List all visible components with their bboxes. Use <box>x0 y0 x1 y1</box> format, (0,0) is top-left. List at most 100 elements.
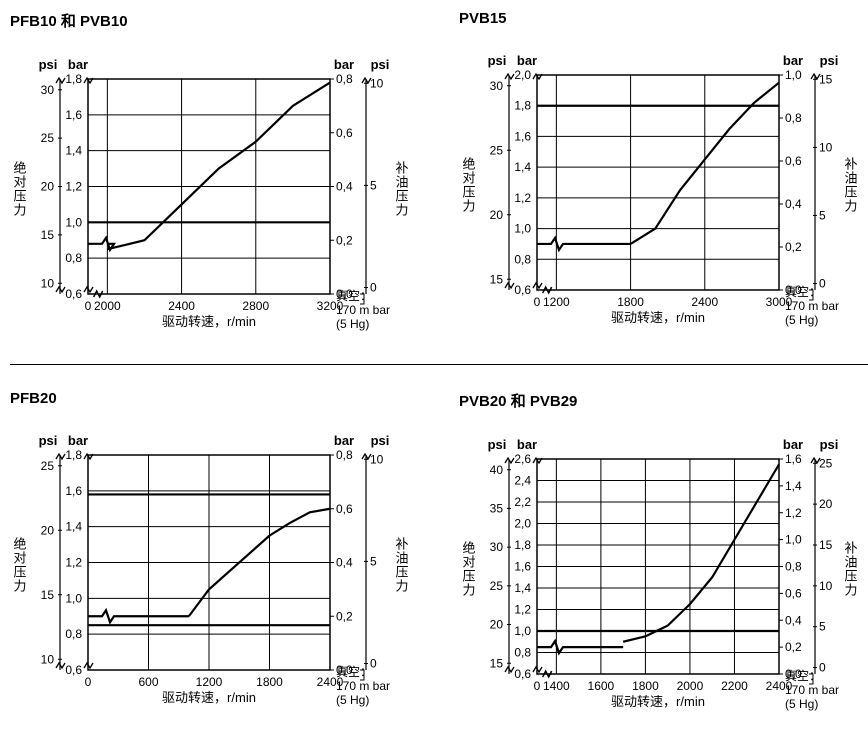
svg-text:25: 25 <box>490 143 504 157</box>
svg-text:170 m bar: 170 m bar <box>785 299 839 313</box>
svg-text:力: 力 <box>462 583 475 598</box>
svg-text:驱动转速，r/min: 驱动转速，r/min <box>611 310 705 325</box>
chart-pfb10-pvb10: PFB10 和 PVB1002000240028003200驱动转速，r/min… <box>10 10 429 339</box>
horizontal-divider <box>10 364 868 365</box>
svg-text:2400: 2400 <box>168 299 195 313</box>
svg-text:0: 0 <box>534 295 541 309</box>
svg-text:bar: bar <box>334 57 354 72</box>
svg-text:对: 对 <box>462 171 475 186</box>
svg-text:补: 补 <box>395 161 408 176</box>
svg-text:0,4: 0,4 <box>785 197 802 211</box>
svg-text:1,8: 1,8 <box>514 99 531 113</box>
svg-text:170 m bar: 170 m bar <box>336 679 390 693</box>
chart-svg: 0600120018002400驱动转速，r/min0,60,81,01,21,… <box>10 415 420 715</box>
svg-text:15: 15 <box>819 538 833 552</box>
svg-text:0: 0 <box>85 299 92 313</box>
chart-title: PFB10 和 PVB10 <box>10 10 429 31</box>
svg-text:力: 力 <box>844 583 857 598</box>
svg-text:0,8: 0,8 <box>785 560 802 574</box>
svg-text:20: 20 <box>41 180 55 194</box>
svg-text:0,6: 0,6 <box>65 287 82 301</box>
svg-text:绝: 绝 <box>462 157 475 172</box>
svg-text:10: 10 <box>370 452 384 466</box>
svg-text:40: 40 <box>490 463 504 477</box>
svg-text:压: 压 <box>395 189 408 204</box>
svg-text:0,6: 0,6 <box>65 663 82 677</box>
svg-text:25: 25 <box>41 459 55 473</box>
svg-text:1200: 1200 <box>543 295 570 309</box>
svg-text:真空：: 真空： <box>785 285 821 299</box>
svg-text:2000: 2000 <box>94 299 121 313</box>
svg-text:绝: 绝 <box>13 161 26 176</box>
svg-text:绝: 绝 <box>462 541 475 556</box>
svg-text:(5 Hg): (5 Hg) <box>336 693 369 707</box>
svg-text:1,4: 1,4 <box>65 144 82 158</box>
svg-text:补: 补 <box>395 537 408 552</box>
svg-text:0,2: 0,2 <box>785 240 802 254</box>
svg-text:补: 补 <box>844 541 857 556</box>
svg-text:1,2: 1,2 <box>65 556 82 570</box>
svg-text:bar: bar <box>783 437 803 452</box>
svg-text:2000: 2000 <box>677 679 704 693</box>
svg-text:0,2: 0,2 <box>336 609 353 623</box>
svg-text:psi: psi <box>488 53 507 68</box>
svg-text:5: 5 <box>819 208 826 222</box>
svg-text:1,8: 1,8 <box>65 72 82 86</box>
svg-text:对: 对 <box>13 551 26 566</box>
svg-text:压: 压 <box>395 565 408 580</box>
svg-text:补: 补 <box>844 157 857 172</box>
svg-text:1,4: 1,4 <box>65 520 82 534</box>
svg-text:2,0: 2,0 <box>514 517 531 531</box>
svg-text:1,6: 1,6 <box>65 484 82 498</box>
svg-text:170 m bar: 170 m bar <box>785 683 839 697</box>
svg-text:1,2: 1,2 <box>65 180 82 194</box>
svg-text:2,6: 2,6 <box>514 452 531 466</box>
svg-text:10: 10 <box>41 652 55 666</box>
svg-text:2,0: 2,0 <box>514 68 531 82</box>
svg-text:(5 Hg): (5 Hg) <box>785 697 818 711</box>
svg-text:0,6: 0,6 <box>785 154 802 168</box>
svg-text:1,0: 1,0 <box>65 591 82 605</box>
svg-text:真空：: 真空： <box>336 289 372 303</box>
svg-text:0,4: 0,4 <box>785 613 802 627</box>
svg-text:15: 15 <box>41 588 55 602</box>
chart-title: PVB15 <box>459 10 868 27</box>
svg-text:1,2: 1,2 <box>785 506 802 520</box>
svg-text:压: 压 <box>13 565 26 580</box>
svg-text:170 m bar: 170 m bar <box>336 303 390 317</box>
svg-text:psi: psi <box>371 433 390 448</box>
svg-text:2,4: 2,4 <box>514 474 531 488</box>
svg-text:1,6: 1,6 <box>785 452 802 466</box>
svg-text:0,8: 0,8 <box>785 111 802 125</box>
svg-text:0,6: 0,6 <box>336 126 353 140</box>
chart-grid: PFB10 和 PVB1002000240028003200驱动转速，r/min… <box>10 10 868 719</box>
svg-text:600: 600 <box>138 675 158 689</box>
svg-text:15: 15 <box>819 72 833 86</box>
svg-text:2200: 2200 <box>721 679 748 693</box>
svg-text:bar: bar <box>68 433 88 448</box>
svg-text:25: 25 <box>490 579 504 593</box>
svg-text:力: 力 <box>844 199 857 214</box>
svg-text:2800: 2800 <box>242 299 269 313</box>
svg-text:10: 10 <box>819 140 833 154</box>
chart-title: PFB20 <box>10 390 429 407</box>
svg-text:1600: 1600 <box>588 679 615 693</box>
svg-text:1,6: 1,6 <box>65 108 82 122</box>
svg-text:2400: 2400 <box>691 295 718 309</box>
svg-text:真空：: 真空： <box>336 665 372 679</box>
chart-svg: 02000240028003200驱动转速，r/min0,60,81,01,21… <box>10 39 420 339</box>
chart-pfb20: PFB200600120018002400驱动转速，r/min0,60,81,0… <box>10 390 429 719</box>
svg-text:压: 压 <box>844 569 857 584</box>
svg-text:psi: psi <box>820 437 839 452</box>
svg-text:psi: psi <box>39 57 58 72</box>
svg-text:1,8: 1,8 <box>514 538 531 552</box>
svg-text:对: 对 <box>462 555 475 570</box>
svg-text:压: 压 <box>13 189 26 204</box>
svg-text:1,4: 1,4 <box>785 479 802 493</box>
svg-text:对: 对 <box>13 175 26 190</box>
svg-text:bar: bar <box>517 437 537 452</box>
svg-text:5: 5 <box>370 554 377 568</box>
svg-text:1,0: 1,0 <box>785 68 802 82</box>
svg-text:bar: bar <box>334 433 354 448</box>
svg-text:0,6: 0,6 <box>785 586 802 600</box>
